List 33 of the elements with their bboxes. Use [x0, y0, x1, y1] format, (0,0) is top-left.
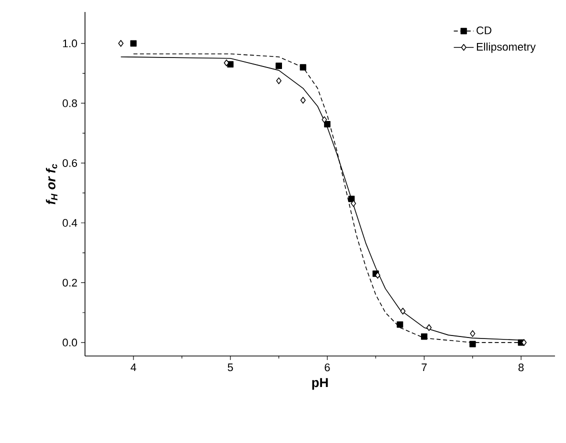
point — [130, 40, 137, 47]
point — [350, 200, 356, 207]
y-tick-label: 0.2 — [62, 278, 77, 287]
point — [324, 120, 330, 128]
y-axis-title: f$_{H}$ or f$_{c}$ — [46, 164, 58, 204]
point — [470, 330, 476, 337]
legend-label: CD — [476, 26, 492, 34]
point — [118, 40, 124, 47]
point — [400, 308, 406, 315]
point — [276, 62, 282, 70]
x-tick-label: 4 — [130, 364, 136, 372]
point — [300, 96, 306, 104]
point — [426, 324, 432, 331]
x-tick-label: 6 — [324, 364, 330, 372]
point — [521, 339, 527, 346]
point — [224, 59, 230, 66]
point — [396, 321, 404, 328]
x-tick-label: 8 — [518, 364, 524, 372]
y-tick-label: 0.0 — [62, 338, 78, 346]
x-tick-label: 7 — [422, 364, 427, 372]
x-axis-title: pH — [312, 378, 328, 390]
point — [375, 272, 380, 279]
y-tick-label: 0.6 — [62, 159, 77, 167]
x-tick-label: 5 — [228, 364, 233, 372]
y-tick-label: 0.4 — [62, 219, 78, 227]
point — [420, 333, 428, 340]
point — [322, 116, 328, 124]
point — [300, 64, 306, 71]
point — [469, 340, 476, 348]
y-tick-label: 1.0 — [63, 40, 78, 48]
legend-label: Ellipsometry — [476, 42, 536, 53]
point — [276, 77, 282, 84]
y-tick-label: 0.8 — [62, 99, 77, 108]
